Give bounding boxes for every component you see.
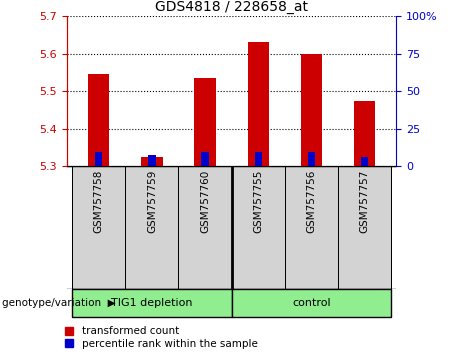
Text: control: control — [292, 298, 331, 308]
Text: GSM757760: GSM757760 — [200, 170, 210, 233]
Bar — [338, 166, 391, 289]
Bar — [95, 153, 102, 166]
Bar — [254, 153, 262, 166]
Legend: transformed count, percentile rank within the sample: transformed count, percentile rank withi… — [65, 326, 258, 349]
Bar — [361, 156, 368, 166]
Text: GSM757755: GSM757755 — [253, 170, 263, 233]
Bar — [72, 289, 231, 317]
Bar — [178, 166, 231, 289]
Bar — [201, 153, 209, 166]
Bar — [231, 289, 391, 317]
Bar — [301, 53, 322, 166]
Bar — [248, 41, 269, 166]
Bar — [148, 155, 156, 166]
Bar — [231, 166, 285, 289]
Bar — [125, 166, 178, 289]
Bar — [307, 152, 315, 166]
Bar — [72, 166, 125, 289]
Bar — [195, 78, 216, 166]
Bar — [285, 166, 338, 289]
Bar — [88, 74, 109, 166]
Title: GDS4818 / 228658_at: GDS4818 / 228658_at — [155, 0, 308, 13]
Text: genotype/variation  ▶: genotype/variation ▶ — [2, 298, 116, 308]
Text: GSM757757: GSM757757 — [360, 170, 370, 233]
Text: GSM757758: GSM757758 — [94, 170, 104, 233]
Bar — [354, 101, 375, 166]
Text: TIG1 depletion: TIG1 depletion — [111, 298, 193, 308]
Text: GSM757759: GSM757759 — [147, 170, 157, 233]
Text: GSM757756: GSM757756 — [307, 170, 316, 233]
Bar — [141, 156, 163, 166]
